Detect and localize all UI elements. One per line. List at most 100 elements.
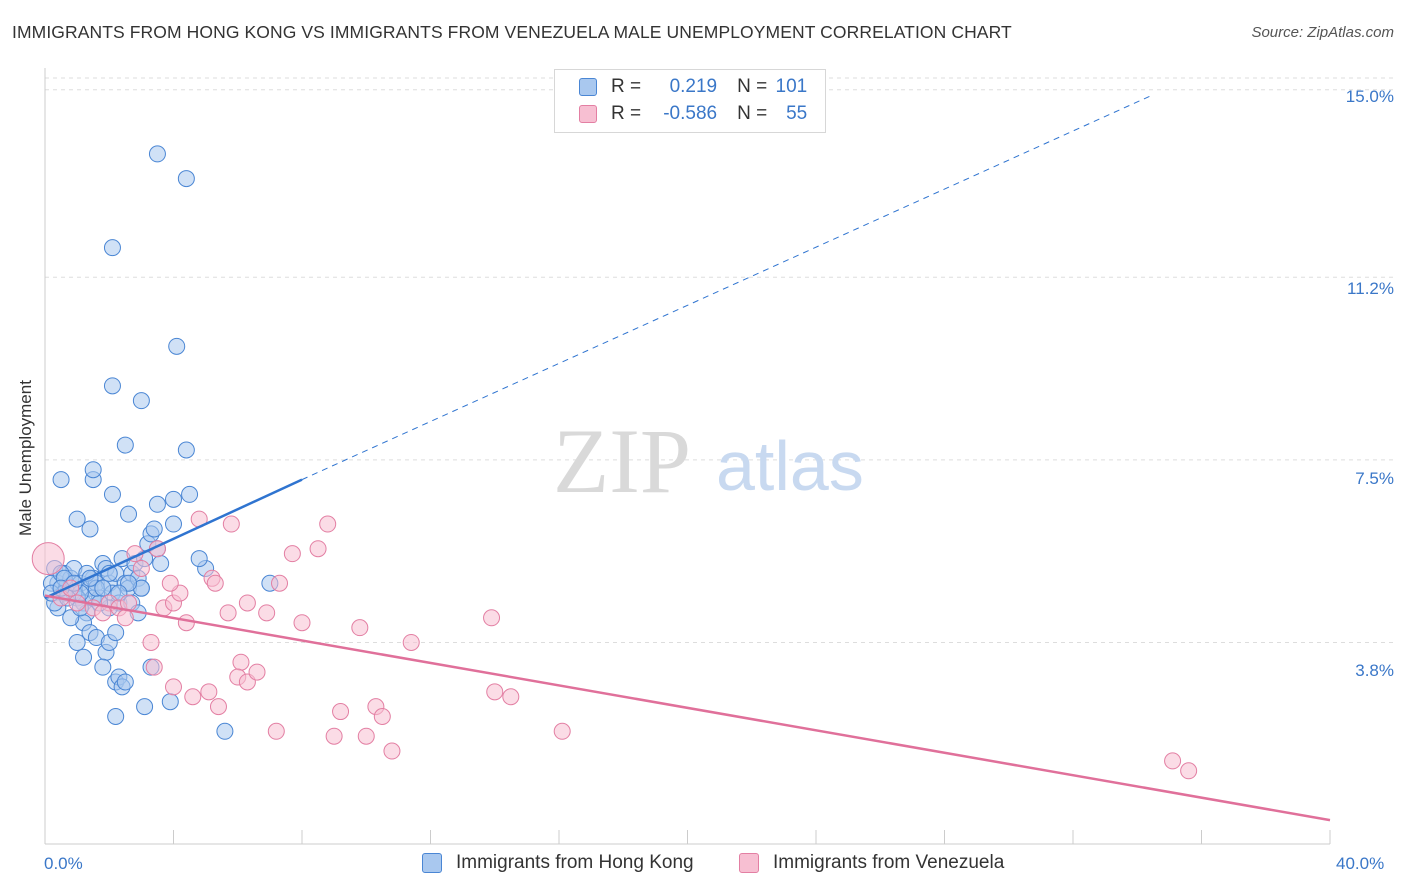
data-point-hong-kong [216, 722, 234, 740]
data-point-venezuela [553, 722, 571, 740]
chart-title: IMMIGRANTS FROM HONG KONG VS IMMIGRANTS … [12, 22, 1012, 42]
series-venezuela [31, 510, 1198, 780]
data-point-venezuela [283, 545, 301, 563]
legend-r-label: R = [611, 76, 642, 97]
data-point-hong-kong [181, 485, 199, 503]
data-point-hong-kong [120, 505, 138, 523]
data-point-venezuela [142, 633, 160, 651]
data-point-venezuela [165, 678, 182, 696]
data-point-hong-kong [145, 520, 163, 538]
data-point-hong-kong [52, 471, 70, 489]
legend-r-value: -0.586 [663, 103, 718, 124]
data-point-hong-kong [177, 441, 195, 459]
data-point-venezuela [145, 658, 163, 676]
data-point-hong-kong [103, 239, 121, 257]
data-point-venezuela [222, 515, 240, 533]
trend-lines [44, 94, 1331, 822]
data-point-hong-kong [94, 579, 112, 597]
legend-label-venezuela: Immigrants from Venezuela [773, 852, 1005, 873]
data-point-venezuela [184, 688, 202, 706]
data-point-venezuela [206, 574, 224, 592]
data-point-venezuela [1180, 762, 1198, 780]
data-point-venezuela [248, 663, 266, 681]
data-point-venezuela [132, 559, 150, 577]
data-point-hong-kong [75, 648, 93, 666]
legend-label-hong-kong: Immigrants from Hong Kong [456, 852, 694, 873]
data-point-venezuela [483, 609, 501, 627]
watermark-zip: ZIP [553, 410, 691, 512]
legend-r-value: 0.219 [669, 76, 718, 97]
data-point-venezuela [31, 542, 65, 576]
data-point-hong-kong [152, 555, 170, 573]
axes [44, 68, 1331, 845]
data-point-venezuela [200, 683, 218, 701]
data-point-venezuela [232, 653, 250, 671]
trend-line-venezuela [44, 594, 1331, 822]
legend-n-value: 101 [775, 76, 808, 97]
y-tick-label: 11.2% [1347, 279, 1394, 298]
data-point-venezuela [373, 707, 391, 725]
data-point-hong-kong [148, 145, 166, 163]
data-point-venezuela [209, 698, 227, 716]
watermark: ZIP atlas [553, 410, 864, 512]
watermark-atlas: atlas [716, 427, 864, 505]
x-tick-label: 0.0% [44, 854, 83, 873]
legend-n-label: N = [737, 103, 768, 124]
data-point-venezuela [383, 742, 401, 760]
data-point-venezuela [351, 619, 369, 637]
data-point-venezuela [177, 614, 195, 632]
data-point-hong-kong [161, 693, 179, 711]
data-point-hong-kong [190, 550, 208, 568]
data-point-venezuela [332, 703, 350, 721]
y-tick-label: 15.0% [1345, 87, 1394, 106]
data-point-venezuela [267, 722, 285, 740]
data-point-hong-kong [81, 520, 99, 538]
x-tick-label: 40.0% [1336, 854, 1385, 873]
source-label: Source: ZipAtlas.com [1251, 24, 1394, 41]
y-tick-label: 3.8% [1355, 661, 1394, 680]
data-point-hong-kong [165, 490, 182, 508]
data-point-hong-kong [68, 633, 86, 651]
data-point-hong-kong [116, 436, 134, 454]
data-point-venezuela [309, 540, 327, 558]
legend-item-hong-kong[interactable]: Immigrants from Hong Kong [422, 852, 694, 874]
data-point-venezuela [238, 594, 256, 612]
data-point-hong-kong [132, 392, 150, 410]
trend-line-hong-kong [44, 478, 303, 600]
gridlines [45, 77, 1395, 643]
data-point-venezuela [502, 688, 520, 706]
data-point-venezuela [258, 604, 276, 622]
data-point-hong-kong [177, 170, 195, 188]
data-point-hong-kong [165, 515, 182, 533]
data-point-venezuela [486, 683, 504, 701]
legend-r-label: R = [611, 103, 642, 124]
legend-n-value: 55 [786, 103, 808, 124]
legend-n-label: N = [737, 76, 768, 97]
data-point-hong-kong [103, 485, 121, 503]
trend-line-hong-kong-extension [301, 94, 1154, 481]
data-point-venezuela [325, 727, 343, 745]
series-hong-kong [42, 145, 279, 740]
data-point-hong-kong [107, 707, 125, 725]
data-point-hong-kong [168, 337, 186, 355]
correlation-legend: R = 0.219 N = 101 R = -0.586 N = 55 [554, 69, 826, 133]
data-point-hong-kong [107, 624, 125, 642]
legend-row-venezuela: R = -0.586 N = 55 [579, 101, 807, 127]
data-point-hong-kong [148, 495, 166, 513]
y-tick-label: 7.5% [1355, 469, 1394, 488]
data-point-venezuela [161, 574, 179, 592]
legend-swatch-venezuela [579, 105, 597, 123]
data-point-venezuela [402, 633, 420, 651]
data-point-hong-kong [84, 461, 102, 479]
legend-item-venezuela[interactable]: Immigrants from Venezuela [739, 852, 1004, 874]
data-point-venezuela [1164, 752, 1182, 770]
data-point-hong-kong [103, 377, 121, 395]
legend-swatch-hong-kong [579, 78, 597, 96]
data-point-venezuela [357, 727, 375, 745]
data-point-hong-kong [68, 510, 86, 528]
data-point-venezuela [293, 614, 311, 632]
data-point-venezuela [116, 609, 134, 627]
data-point-venezuela [271, 574, 289, 592]
data-point-hong-kong [136, 698, 154, 716]
